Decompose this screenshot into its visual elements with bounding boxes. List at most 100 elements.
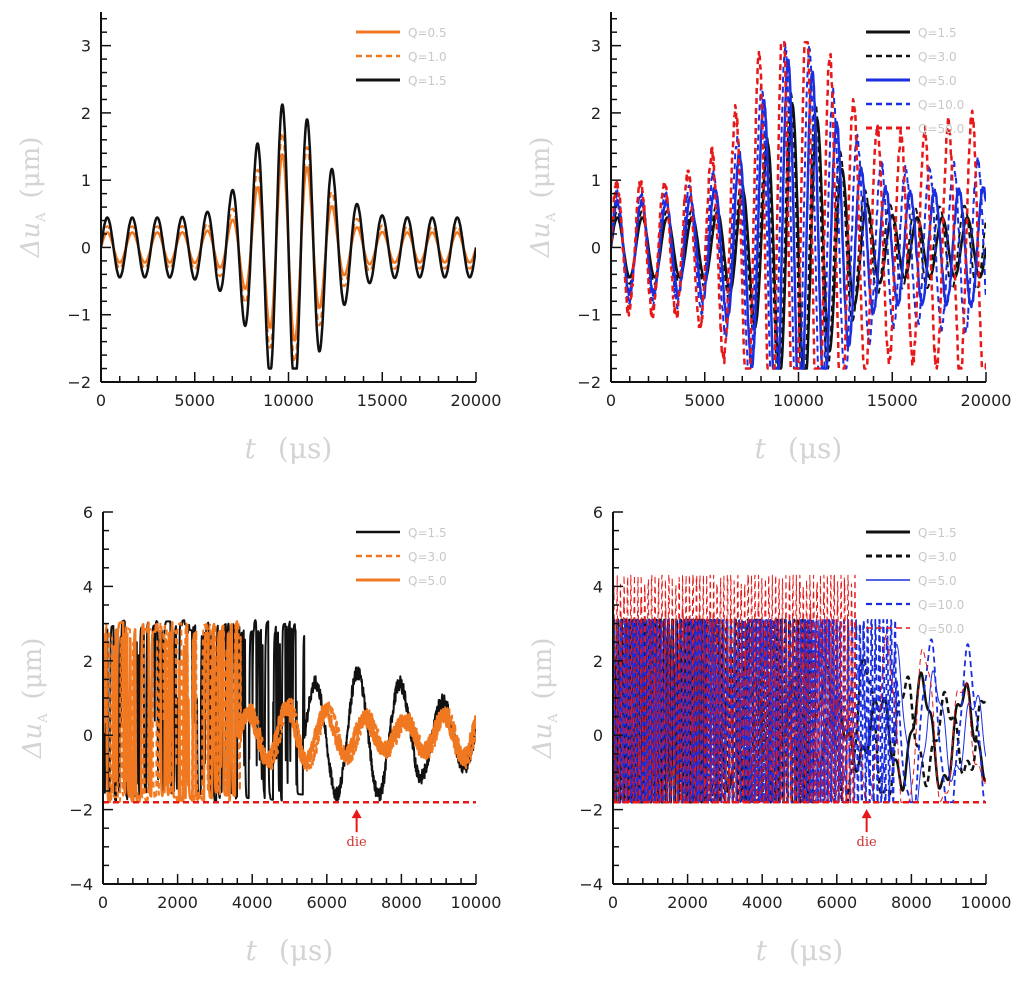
y-tick-label: 1: [591, 171, 601, 190]
die-annotation: die: [347, 835, 367, 850]
legend-label: Q=1.5: [918, 26, 957, 40]
y-axis-label: ΔuA (μm): [528, 638, 561, 760]
y-axis-label: ΔuA (μm): [18, 638, 51, 760]
x-tick-label: 6000: [306, 893, 347, 912]
y-axis-variable: Δu: [16, 222, 46, 259]
y-tick-label: −2: [577, 373, 601, 392]
series-group: [103, 619, 476, 804]
y-tick-label: 2: [81, 104, 91, 123]
y-tick-label: −4: [579, 875, 603, 894]
y-axis-unit: (μm): [528, 638, 558, 700]
y-tick-label: 0: [593, 726, 603, 745]
series-line-q-50-0: [611, 41, 986, 370]
x-axis-variable: t: [246, 934, 258, 967]
die-arrow-head: [351, 809, 362, 819]
x-axis-label: t (μs): [246, 934, 334, 967]
y-axis-variable: Δu: [528, 723, 558, 760]
x-tick-label: 2000: [157, 893, 198, 912]
x-axis-label: t (μs): [756, 934, 844, 967]
y-tick-label: 0: [81, 238, 91, 257]
chart-tr: 0 5000 10000 15000 20000 −2 −1 0 1 2 3 t (μs) ΔuA (μm)…: [526, 12, 1011, 465]
x-axis-unit: (μs): [278, 432, 332, 465]
y-tick-label: 1: [81, 171, 91, 190]
y-tick-label: −1: [67, 306, 91, 325]
x-axis-label: t (μs): [755, 432, 843, 465]
y-tick-label: 2: [83, 652, 93, 671]
x-axis-unit: (μs): [788, 432, 842, 465]
series-line-q-1-5: [103, 619, 476, 803]
x-tick-label: 0: [96, 391, 106, 410]
y-axis-unit: (μm): [526, 137, 556, 199]
legend-label: Q=50.0: [918, 122, 964, 136]
series-line-q-3-0: [611, 92, 986, 370]
legend-label: Q=1.0: [408, 50, 447, 64]
x-tick-label: 0: [606, 391, 616, 410]
series-line-q-1-5: [101, 103, 476, 370]
die-arrow-head: [861, 809, 872, 819]
legend-label: Q=50.0: [918, 622, 964, 636]
y-axis-label: ΔuA (μm): [16, 137, 49, 259]
legend-label: Q=5.0: [918, 74, 957, 88]
y-axis-subscript: A: [34, 212, 49, 223]
y-axis-subscript: A: [546, 713, 561, 724]
legend-label: Q=10.0: [918, 598, 964, 612]
y-axis-unit: (μm): [18, 638, 48, 700]
legend: Q=0.5 Q=1.0 Q=1.5: [356, 26, 447, 88]
die-annotation: die: [857, 835, 877, 850]
legend-label: Q=3.0: [918, 50, 957, 64]
chart-bl: 0 2000 4000 6000 8000 10000 −4 −2 0 2 4 6 t (μs) ΔuA (μ…: [18, 503, 501, 967]
series-group: [613, 574, 986, 804]
x-axis-variable: t: [756, 934, 768, 967]
x-axis-variable: t: [755, 432, 767, 465]
y-tick-label: 4: [83, 577, 93, 596]
y-tick-label: 4: [593, 577, 603, 596]
x-tick-label: 20000: [451, 391, 502, 410]
legend: Q=1.5 Q=3.0 Q=5.0 Q=10.0 Q=50.0: [866, 26, 964, 136]
series-line-q-10-0: [613, 619, 986, 804]
legend-label: Q=1.5: [408, 526, 447, 540]
x-tick-label: 10000: [773, 391, 824, 410]
legend-label: Q=10.0: [918, 98, 964, 112]
legend-label: Q=3.0: [918, 550, 957, 564]
x-tick-label: 0: [98, 893, 108, 912]
y-axis-variable: Δu: [18, 723, 48, 760]
x-tick-label: 8000: [891, 893, 932, 912]
series-line-q-3-0: [103, 620, 476, 803]
chart-tl: 0 5000 10000 15000 20000 −2 −1 0 1 2 3 t (μs) ΔuA (μm)…: [16, 12, 501, 465]
x-tick-label: 5000: [684, 391, 725, 410]
x-tick-label: 6000: [816, 893, 857, 912]
y-tick-label: 3: [591, 37, 601, 56]
x-tick-label: 4000: [232, 893, 273, 912]
y-axis-subscript: A: [544, 212, 559, 223]
y-tick-label: 2: [593, 652, 603, 671]
series-line-q-5-0: [103, 620, 476, 804]
x-tick-label: 15000: [867, 391, 918, 410]
y-axis-variable: Δu: [526, 222, 556, 259]
x-tick-label: 10000: [263, 391, 314, 410]
legend-label: Q=5.0: [408, 574, 447, 588]
legend-label: Q=5.0: [918, 574, 957, 588]
y-tick-label: 0: [591, 238, 601, 257]
x-tick-label: 4000: [742, 893, 783, 912]
y-tick-label: 6: [83, 503, 93, 522]
x-axis-label: t (μs): [245, 432, 333, 465]
legend-label: Q=1.5: [918, 526, 957, 540]
x-axis-variable: t: [245, 432, 257, 465]
x-tick-label: 0: [608, 893, 618, 912]
y-axis-unit: (μm): [16, 137, 46, 199]
y-tick-label: −2: [579, 801, 603, 820]
x-axis-unit: (μs): [789, 934, 843, 967]
y-tick-label: 3: [81, 37, 91, 56]
series-group: [611, 41, 986, 370]
x-tick-label: 15000: [357, 391, 408, 410]
series-group: [101, 103, 476, 370]
y-axis-label: ΔuA (μm): [526, 137, 559, 259]
x-axis-unit: (μs): [279, 934, 333, 967]
chart-br: 0 2000 4000 6000 8000 10000 −4 −2 0 2 4 6 t (μs) ΔuA (μ…: [528, 503, 1011, 967]
y-tick-label: −2: [67, 373, 91, 392]
legend: Q=1.5 Q=3.0 Q=5.0: [356, 526, 447, 588]
y-tick-label: 6: [593, 503, 603, 522]
y-tick-label: −1: [577, 306, 601, 325]
legend-label: Q=1.5: [408, 74, 447, 88]
x-tick-label: 10000: [961, 893, 1012, 912]
